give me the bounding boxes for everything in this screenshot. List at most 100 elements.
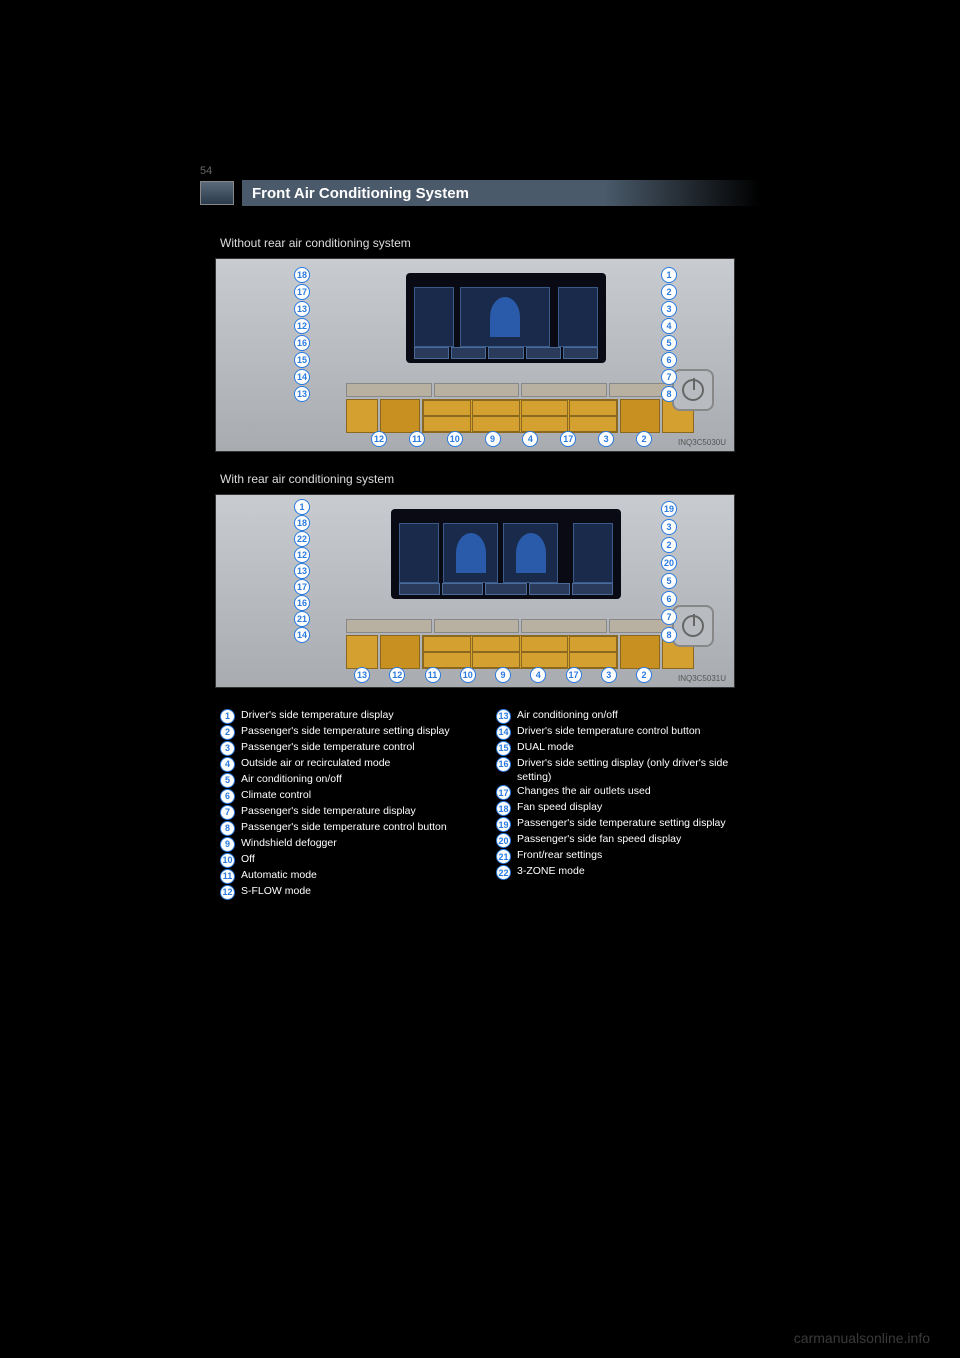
legend-text: Passenger's side temperature control [241, 740, 484, 754]
callout-7: 7 [661, 369, 677, 385]
legend-item-4: 4 Outside air or recirculated mode [220, 756, 484, 772]
ac-display-panel [406, 273, 606, 363]
callout-17: 17 [294, 284, 310, 300]
callout-4: 4 [522, 431, 538, 447]
callout-13: 13 [294, 386, 310, 402]
ac-display-panel [391, 509, 621, 599]
callout-17: 17 [566, 667, 582, 683]
legend-text: Climate control [241, 788, 484, 802]
legend-item-8: 8 Passenger's side temperature control bu… [220, 820, 484, 836]
legend-number: 4 [220, 757, 235, 772]
legend-text: Changes the air outlets used [517, 784, 760, 798]
callout-6: 6 [661, 352, 677, 368]
legend-item-11: 11Automatic mode [220, 868, 484, 884]
legend-item-17: 17Changes the air outlets used [496, 784, 760, 800]
callout-13: 13 [354, 667, 370, 683]
callout-3: 3 [661, 519, 677, 535]
legend-number: 12 [220, 885, 235, 900]
legend-item-5: 5 Air conditioning on/off [220, 772, 484, 788]
legend-number: 21 [496, 849, 511, 864]
legend-number: 13 [496, 709, 511, 724]
callout-2: 2 [636, 431, 652, 447]
callout-13: 13 [294, 563, 310, 579]
legend-text: Windshield defogger [241, 836, 484, 850]
legend-item-6: 6 Climate control [220, 788, 484, 804]
legend-text: Fan speed display [517, 800, 760, 814]
legend-item-19: 19Passenger's side temperature setting d… [496, 816, 760, 832]
callout-19: 19 [661, 501, 677, 517]
callout-22: 22 [294, 531, 310, 547]
figure1-caption: Without rear air conditioning system [220, 236, 760, 250]
legend-item-18: 18 Fan speed display [496, 800, 760, 816]
callout-14: 14 [294, 627, 310, 643]
callout-11: 11 [409, 431, 425, 447]
legend-text: Automatic mode [241, 868, 484, 882]
legend-item-14: 14Driver's side temperature control butt… [496, 724, 760, 740]
legend-text: Passenger's side temperature control but… [241, 820, 484, 834]
legend-item-2: 2 Passenger's side temperature setting di… [220, 724, 484, 740]
legend-text: S-FLOW mode [241, 884, 484, 898]
ac-button-panel [346, 383, 694, 433]
legend-number: 5 [220, 773, 235, 788]
callout-12: 12 [371, 431, 387, 447]
legend-item-7: 7Passenger's side temperature display [220, 804, 484, 820]
callout-21: 21 [294, 611, 310, 627]
callout-15: 15 [294, 352, 310, 368]
figure2-id: INQ3C5031U [678, 674, 726, 683]
callout-8: 8 [661, 386, 677, 402]
callout-8: 8 [661, 627, 677, 643]
legend-text: Front/rear settings [517, 848, 760, 862]
ignition-icon [672, 369, 714, 411]
legend-text: Off [241, 852, 484, 866]
figure-2: 1182212131716211419322056781312111094173… [215, 494, 735, 688]
legend-number: 10 [220, 853, 235, 868]
callout-18: 18 [294, 515, 310, 531]
callout-5: 5 [661, 335, 677, 351]
legend-item-3: 3Passenger's side temperature control [220, 740, 484, 756]
callout-4: 4 [661, 318, 677, 334]
callout-1: 1 [294, 499, 310, 515]
callout-5: 5 [661, 573, 677, 589]
legend-number: 6 [220, 789, 235, 804]
legend-text: Outside air or recirculated mode [241, 756, 484, 770]
ignition-icon [672, 605, 714, 647]
legend-item-21: 21 Front/rear settings [496, 848, 760, 864]
legend-text: Passenger's side temperature setting dis… [241, 724, 484, 738]
callout-17: 17 [560, 431, 576, 447]
callout-17: 17 [294, 579, 310, 595]
callout-12: 12 [294, 318, 310, 334]
callout-12: 12 [294, 547, 310, 563]
legend-number: 8 [220, 821, 235, 836]
callout-11: 11 [425, 667, 441, 683]
callout-4: 4 [530, 667, 546, 683]
figure1-id: INQ3C5030U [678, 438, 726, 447]
legend: 1Driver's side temperature display2Passe… [220, 708, 760, 900]
callout-12: 12 [389, 667, 405, 683]
callout-10: 10 [447, 431, 463, 447]
figure-1: 181713121615141312345678121110941732 INQ… [215, 258, 735, 452]
legend-number: 15 [496, 741, 511, 756]
legend-number: 7 [220, 805, 235, 820]
callout-16: 16 [294, 335, 310, 351]
callout-9: 9 [495, 667, 511, 683]
legend-number: 16 [496, 757, 511, 772]
legend-text: Air conditioning on/off [241, 772, 484, 786]
legend-item-9: 9 Windshield defogger [220, 836, 484, 852]
legend-number: 2 [220, 725, 235, 740]
callout-16: 16 [294, 595, 310, 611]
callout-2: 2 [636, 667, 652, 683]
legend-number: 9 [220, 837, 235, 852]
callout-2: 2 [661, 284, 677, 300]
watermark: carmanualsonline.info [794, 1330, 930, 1346]
legend-item-22: 223-ZONE mode [496, 864, 760, 880]
callout-3: 3 [598, 431, 614, 447]
legend-item-13: 13Air conditioning on/off [496, 708, 760, 724]
legend-number: 14 [496, 725, 511, 740]
ac-button-panel [346, 619, 694, 669]
legend-number: 18 [496, 801, 511, 816]
header-icon [200, 181, 234, 205]
callout-3: 3 [601, 667, 617, 683]
legend-text: Driver's side setting display (only driv… [517, 756, 760, 784]
legend-item-12: 12 S-FLOW mode [220, 884, 484, 900]
section-header: Front Air Conditioning System [200, 180, 760, 206]
